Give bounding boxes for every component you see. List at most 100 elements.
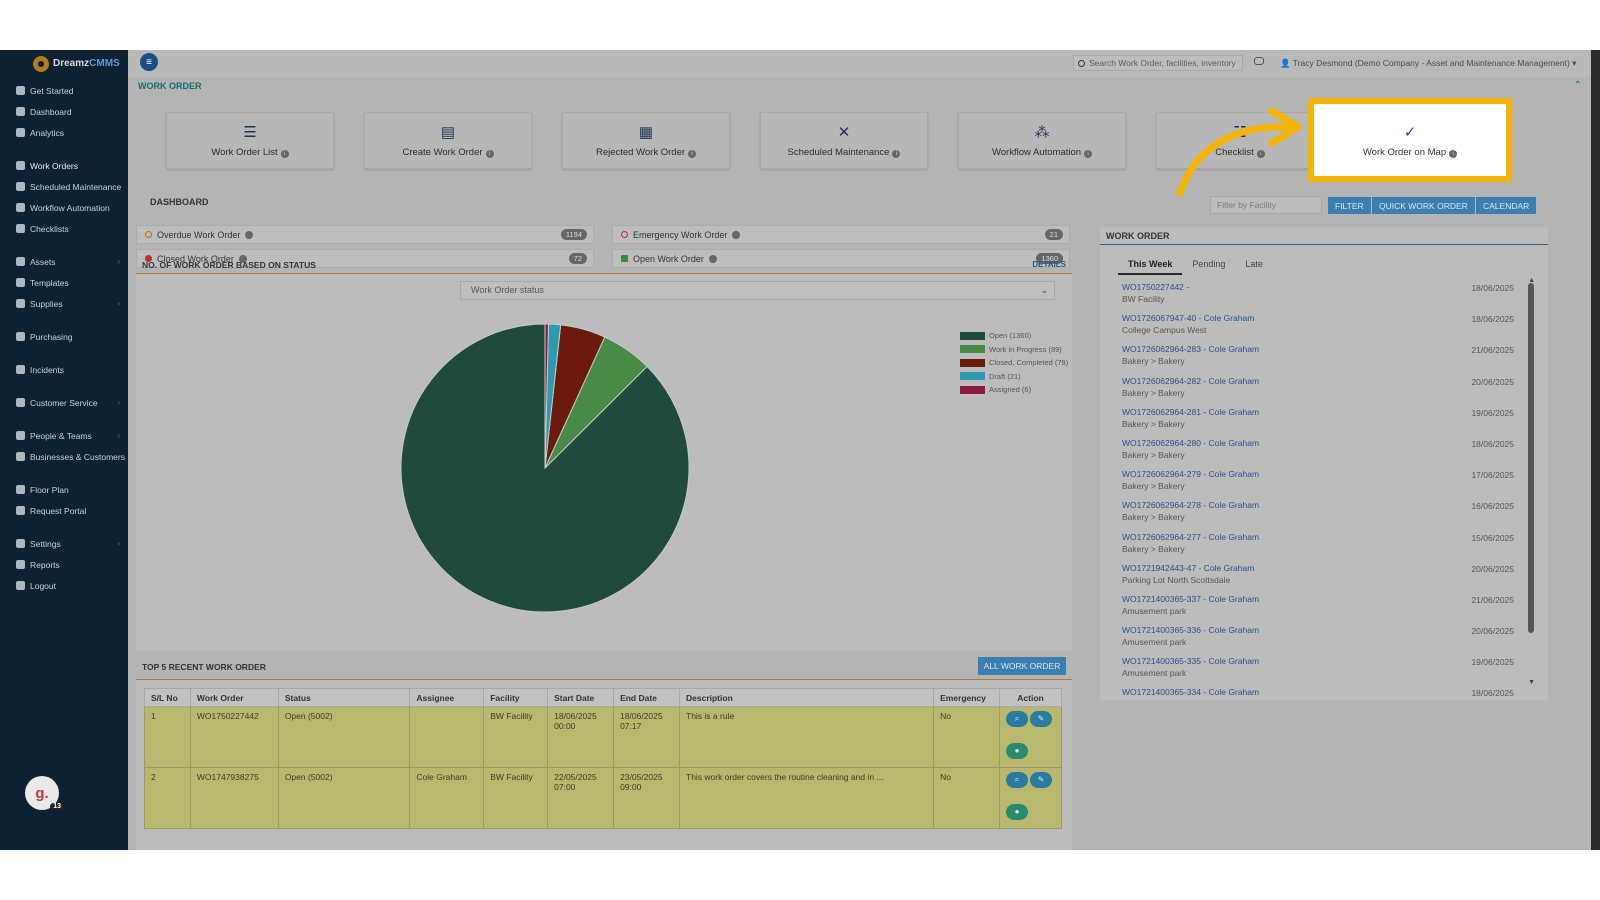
column-header[interactable]: Start Date bbox=[547, 688, 615, 707]
tab-this-week[interactable]: This Week bbox=[1118, 259, 1183, 275]
sidebar-item-analytics[interactable]: Analytics bbox=[0, 122, 128, 143]
logo[interactable]: Dreamz CMMS bbox=[0, 50, 128, 77]
wo-item-id[interactable]: WO1721400365-335 - Cole Graham bbox=[1122, 656, 1260, 667]
list-item[interactable]: WO1721400365-334 - Cole Graham 18/06/2025 bbox=[1122, 687, 1520, 718]
wo-item-id[interactable]: WO1721400365-337 - Cole Graham bbox=[1122, 593, 1260, 604]
wo-item-id[interactable]: WO1726067947-40 - Cole Graham bbox=[1122, 313, 1255, 324]
stat-open[interactable]: Open Work Order 1360 bbox=[612, 249, 1070, 268]
sidebar-item-businesses-customers[interactable]: Businesses & Customers bbox=[0, 446, 128, 467]
sidebar-item-people-teams[interactable]: People & Teams › bbox=[0, 425, 128, 446]
sidebar-item-supplies[interactable]: Supplies › bbox=[0, 293, 128, 314]
column-header[interactable]: Facility bbox=[483, 688, 549, 707]
tab-late[interactable]: Late bbox=[1245, 259, 1263, 269]
wo-item-id[interactable]: WO1721400365-334 - Cole Graham bbox=[1122, 687, 1260, 698]
sidebar-item-get-started[interactable]: Get Started bbox=[0, 80, 128, 101]
cell-work-order[interactable]: WO1750227442 bbox=[189, 706, 279, 768]
pie-slice-assigned[interactable] bbox=[544, 323, 550, 469]
sidebar-item-scheduled-maintenance[interactable]: Scheduled Maintenance bbox=[0, 176, 128, 197]
help-avatar[interactable]: g. 13 bbox=[25, 776, 64, 810]
wo-item-id[interactable]: WO1726062964-281 - Cole Graham bbox=[1122, 406, 1260, 417]
scroll-up-icon[interactable]: ▲ bbox=[1528, 277, 1535, 284]
tile-workflow-automation[interactable]: ⁂ Workflow Automation i bbox=[958, 112, 1126, 169]
list-item[interactable]: WO1726067947-40 - Cole Graham College Cam… bbox=[1122, 313, 1520, 344]
list-item[interactable]: WO1721400365-335 - Cole Graham Amusement … bbox=[1122, 656, 1520, 687]
list-item[interactable]: WO1726062964-278 - Cole Graham Bakery > B… bbox=[1122, 500, 1520, 531]
sidebar-item-assets[interactable]: Assets › bbox=[0, 251, 128, 272]
sidebar-item-floor-plan[interactable]: Floor Plan bbox=[0, 479, 128, 500]
edit-pencil-button[interactable]: ✎ bbox=[1030, 772, 1053, 788]
legend-item[interactable]: Assigned (6) bbox=[960, 383, 1068, 397]
chevron-up-icon[interactable]: ⌃ bbox=[1573, 80, 1582, 91]
stat-emergency[interactable]: Emergency Work Order 21 bbox=[612, 225, 1070, 244]
sidebar-item-purchasing[interactable]: Purchasing bbox=[0, 326, 128, 347]
tile-scheduled-maintenance[interactable]: ✕ Scheduled Maintenance i bbox=[760, 112, 928, 169]
column-header[interactable]: Status bbox=[277, 688, 411, 707]
edit-pencil-button[interactable]: ✎ bbox=[1030, 711, 1053, 727]
list-item[interactable]: WO1750227442 - BW Facility 18/06/2025 bbox=[1122, 282, 1520, 313]
menu-toggle-button[interactable]: ≡ bbox=[140, 53, 158, 71]
column-header[interactable]: Work Order bbox=[189, 688, 279, 707]
user-menu[interactable]: 👤 Tracy Desmond (Demo Company - Asset an… bbox=[1280, 58, 1577, 68]
tile-checklist[interactable]: ☷ Checklist i bbox=[1156, 112, 1324, 169]
column-header[interactable]: Description bbox=[678, 688, 935, 707]
legend-item[interactable]: Draft (21) bbox=[960, 370, 1068, 384]
wo-item-id[interactable]: WO1726062964-277 - Cole Graham bbox=[1122, 531, 1260, 542]
wo-item-id[interactable]: WO1721400365-336 - Cole Graham bbox=[1122, 625, 1260, 636]
stat-overdue[interactable]: Overdue Work Order 1194 bbox=[136, 225, 594, 244]
view-search-button[interactable]: ⌕ bbox=[1006, 772, 1029, 788]
tab-pending[interactable]: Pending bbox=[1192, 259, 1226, 269]
column-header[interactable]: End Date bbox=[613, 688, 680, 707]
list-item[interactable]: WO1726062964-282 - Cole Graham Bakery > B… bbox=[1122, 376, 1520, 407]
wo-list-scrollbar[interactable] bbox=[1528, 283, 1534, 633]
status-select[interactable]: Work Order status ⌄ bbox=[460, 281, 1055, 300]
list-item[interactable]: WO1726062964-281 - Cole Graham Bakery > B… bbox=[1122, 407, 1520, 438]
sidebar-item-checklists[interactable]: Checklists bbox=[0, 218, 128, 239]
page-scrollbar[interactable] bbox=[1591, 50, 1600, 850]
legend-item[interactable]: Open (1360) bbox=[960, 329, 1068, 343]
scroll-down-icon[interactable]: ▼ bbox=[1528, 679, 1535, 686]
sidebar-item-dashboard[interactable]: Dashboard bbox=[0, 101, 128, 122]
list-item[interactable]: WO1726062964-277 - Cole Graham Bakery > B… bbox=[1122, 532, 1520, 563]
list-item[interactable]: WO1726062964-279 - Cole Graham Bakery > B… bbox=[1122, 469, 1520, 500]
comment-button[interactable]: ● bbox=[1006, 743, 1029, 759]
list-item[interactable]: WO1721942443-47 - Cole Graham Parking Lot… bbox=[1122, 563, 1520, 594]
tile-rejected-work-order[interactable]: ▦ Rejected Work Order i bbox=[562, 112, 730, 169]
tile-create-work-order[interactable]: ▤ Create Work Order i bbox=[364, 112, 532, 169]
sidebar-item-request-portal[interactable]: Request Portal bbox=[0, 500, 128, 521]
tile-work-order-list[interactable]: ☰ Work Order List i bbox=[166, 112, 334, 169]
sidebar-item-templates[interactable]: Templates bbox=[0, 272, 128, 293]
list-item[interactable]: WO1726062964-283 - Cole Graham Bakery > B… bbox=[1122, 344, 1520, 375]
column-header[interactable]: Assignee bbox=[409, 688, 485, 707]
list-item[interactable]: WO1726062964-280 - Cole Graham Bakery > B… bbox=[1122, 438, 1520, 469]
all-work-order-button[interactable]: ALL WORK ORDER bbox=[978, 657, 1066, 675]
details-link[interactable]: DETAILS bbox=[1032, 260, 1066, 269]
wo-item-id[interactable]: WO1726062964-282 - Cole Graham bbox=[1122, 375, 1260, 386]
cell-work-order[interactable]: WO1747938275 bbox=[189, 767, 279, 829]
wo-item-id[interactable]: WO1726062964-279 - Cole Graham bbox=[1122, 469, 1260, 480]
stat-closed[interactable]: Closed Work Order 72 bbox=[136, 249, 594, 268]
wo-item-id[interactable]: WO1721942443-47 - Cole Graham bbox=[1122, 562, 1255, 573]
sidebar-item-workflow-automation[interactable]: Workflow Automation bbox=[0, 197, 128, 218]
sidebar-item-incidents[interactable]: Incidents bbox=[0, 359, 128, 380]
calendar-button[interactable]: CALENDAR bbox=[1476, 197, 1537, 214]
column-header[interactable]: S/L No bbox=[144, 688, 191, 707]
legend-item[interactable]: Closed, Completed (79) bbox=[960, 356, 1068, 370]
wo-item-id[interactable]: WO1726062964-283 - Cole Graham bbox=[1122, 344, 1260, 355]
list-item[interactable]: WO1721400365-336 - Cole Graham Amusement … bbox=[1122, 625, 1520, 656]
sidebar-item-reports[interactable]: Reports bbox=[0, 554, 128, 575]
list-item[interactable]: WO1721400365-337 - Cole Graham Amusement … bbox=[1122, 594, 1520, 625]
sidebar-item-customer-service[interactable]: Customer Service › bbox=[0, 392, 128, 413]
search-input[interactable]: Search Work Order, facilities, inventory bbox=[1073, 55, 1243, 71]
legend-item[interactable]: Work in Progress (89) bbox=[960, 343, 1068, 357]
comment-button[interactable]: ● bbox=[1006, 804, 1029, 820]
wo-item-id[interactable]: WO1726062964-280 - Cole Graham bbox=[1122, 437, 1260, 448]
facility-filter-input[interactable]: Filter by Facility bbox=[1210, 196, 1322, 214]
wo-item-id[interactable]: WO1750227442 - bbox=[1122, 282, 1190, 292]
filter-button[interactable]: FILTER bbox=[1328, 197, 1371, 214]
sidebar-item-work-orders[interactable]: Work Orders bbox=[0, 155, 128, 176]
tile-work-order-on-map[interactable]: ✓ Work Order on Map i bbox=[1308, 98, 1512, 182]
sidebar-item-logout[interactable]: Logout bbox=[0, 575, 128, 596]
sidebar-item-settings[interactable]: Settings › bbox=[0, 533, 128, 554]
column-header[interactable]: Emergency bbox=[933, 688, 1001, 707]
view-search-button[interactable]: ⌕ bbox=[1006, 711, 1029, 727]
